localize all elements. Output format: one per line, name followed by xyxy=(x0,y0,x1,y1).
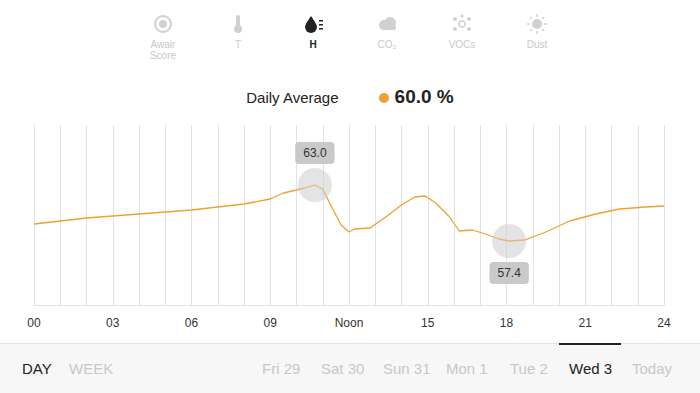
svg-text:18: 18 xyxy=(500,316,514,330)
svg-text:09: 09 xyxy=(264,316,278,330)
html-text:Daily Average: Daily Average xyxy=(246,89,339,106)
svg-text:21: 21 xyxy=(579,316,593,330)
html-text:CO₂: CO₂ xyxy=(377,39,397,50)
svg-text:15: 15 xyxy=(421,316,435,330)
svg-text:00: 00 xyxy=(27,316,41,330)
html-text:H: H xyxy=(309,39,317,50)
html-text:Awair: Awair xyxy=(150,39,176,50)
html-text:Wed 3: Wed 3 xyxy=(569,360,613,377)
svg-text:06: 06 xyxy=(185,316,199,330)
html-text:Tue 2: Tue 2 xyxy=(510,360,548,377)
svg-text:Noon: Noon xyxy=(335,316,364,330)
html-text:T: T xyxy=(234,39,241,50)
html-text:Dust: Dust xyxy=(526,39,548,50)
html-text:VOCs: VOCs xyxy=(448,39,476,50)
svg-text:63.0: 63.0 xyxy=(303,146,327,160)
html-text:Score: Score xyxy=(149,50,177,61)
svg-text:03: 03 xyxy=(106,316,120,330)
html-text:WEEK: WEEK xyxy=(69,360,114,377)
html-text:DAY: DAY xyxy=(22,360,52,377)
html-text:60.0 %: 60.0 % xyxy=(394,86,454,107)
html-text:Today: Today xyxy=(632,360,672,377)
html-text:Mon 1: Mon 1 xyxy=(446,360,488,377)
svg-text:24: 24 xyxy=(657,316,671,330)
svg-text:57.4: 57.4 xyxy=(497,266,521,280)
html-text:Sun 31: Sun 31 xyxy=(383,360,431,377)
html-text:Fri 29: Fri 29 xyxy=(262,360,301,377)
html-text:Sat 30: Sat 30 xyxy=(321,360,365,377)
